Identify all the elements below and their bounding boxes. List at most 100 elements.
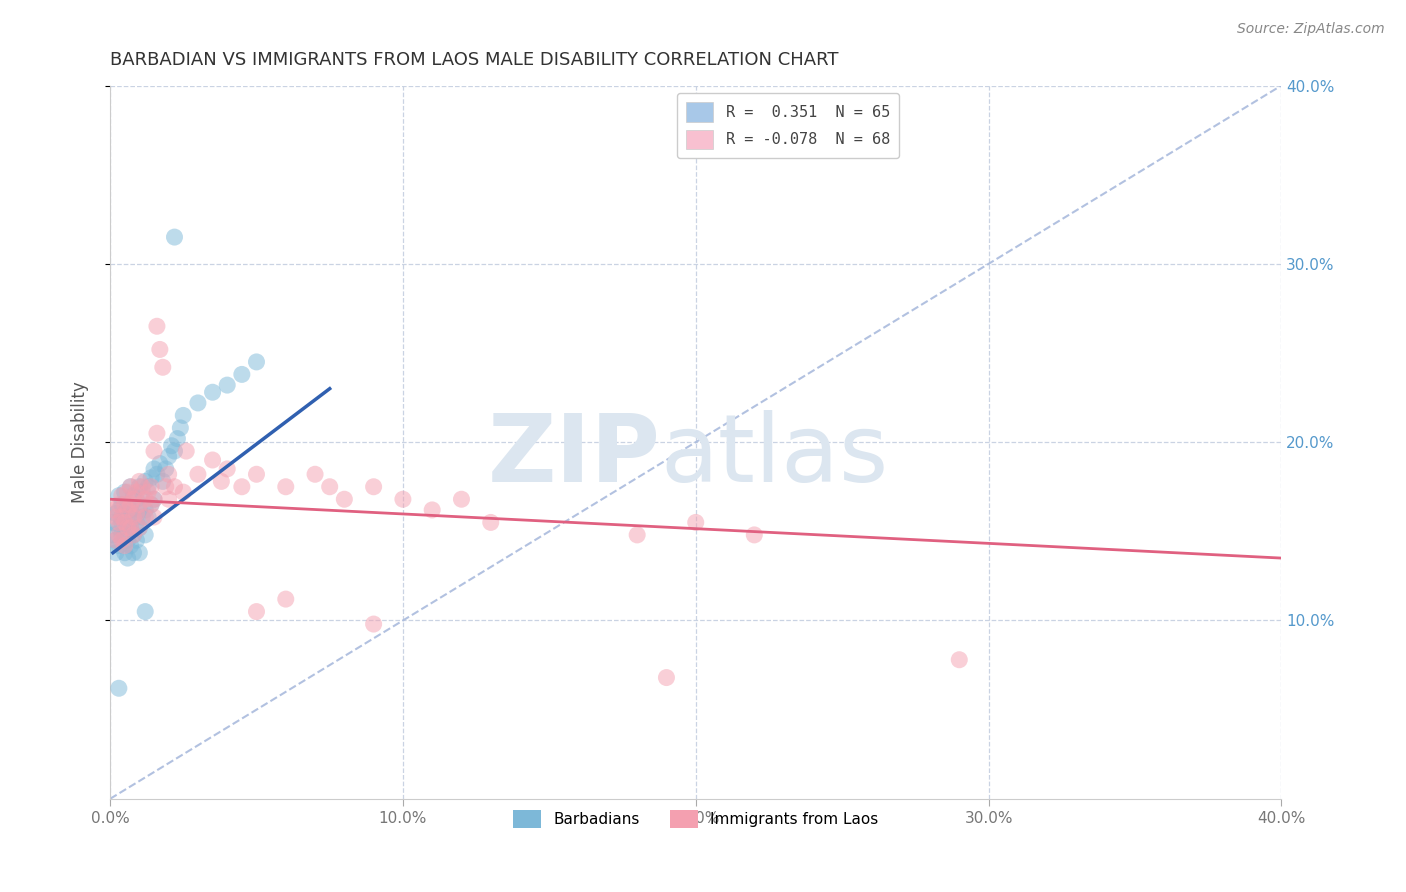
- Point: [209, 475, 232, 489]
- Point: [108, 489, 131, 503]
- Point: [948, 653, 970, 667]
- Point: [128, 521, 150, 535]
- Point: [117, 533, 139, 548]
- Point: [101, 516, 124, 530]
- Y-axis label: Male Disability: Male Disability: [72, 381, 89, 503]
- Point: [111, 498, 134, 512]
- Point: [187, 396, 209, 410]
- Point: [128, 498, 150, 512]
- Point: [122, 528, 145, 542]
- Point: [111, 533, 134, 548]
- Point: [117, 521, 139, 535]
- Point: [143, 444, 166, 458]
- Point: [363, 480, 385, 494]
- Point: [120, 498, 142, 512]
- Point: [108, 681, 131, 696]
- Point: [134, 475, 156, 489]
- Point: [108, 539, 131, 553]
- Point: [231, 368, 253, 382]
- Point: [114, 528, 136, 542]
- Point: [172, 485, 194, 500]
- Point: [318, 480, 340, 494]
- Point: [104, 510, 127, 524]
- Point: [420, 503, 443, 517]
- Point: [187, 467, 209, 482]
- Point: [655, 671, 678, 685]
- Point: [114, 507, 136, 521]
- Point: [163, 480, 186, 494]
- Point: [274, 592, 297, 607]
- Point: [125, 533, 148, 548]
- Point: [108, 498, 131, 512]
- Point: [131, 510, 153, 524]
- Text: atlas: atlas: [661, 410, 889, 502]
- Point: [114, 485, 136, 500]
- Point: [111, 489, 134, 503]
- Point: [120, 480, 142, 494]
- Point: [139, 471, 162, 485]
- Point: [163, 230, 186, 244]
- Point: [134, 528, 156, 542]
- Legend: Barbadians, Immigrants from Laos: Barbadians, Immigrants from Laos: [508, 804, 884, 834]
- Point: [128, 521, 150, 535]
- Point: [245, 605, 267, 619]
- Point: [169, 421, 191, 435]
- Point: [134, 605, 156, 619]
- Point: [104, 533, 127, 548]
- Point: [114, 539, 136, 553]
- Point: [125, 492, 148, 507]
- Point: [392, 492, 415, 507]
- Point: [742, 528, 765, 542]
- Point: [122, 528, 145, 542]
- Point: [134, 492, 156, 507]
- Point: [128, 503, 150, 517]
- Point: [157, 492, 180, 507]
- Point: [114, 498, 136, 512]
- Point: [111, 510, 134, 524]
- Point: [111, 528, 134, 542]
- Point: [139, 498, 162, 512]
- Point: [117, 498, 139, 512]
- Point: [304, 467, 326, 482]
- Point: [149, 343, 172, 357]
- Point: [157, 450, 180, 464]
- Point: [155, 462, 177, 476]
- Point: [172, 409, 194, 423]
- Point: [231, 480, 253, 494]
- Point: [104, 507, 127, 521]
- Point: [120, 503, 142, 517]
- Point: [117, 551, 139, 566]
- Point: [136, 480, 159, 494]
- Point: [685, 516, 707, 530]
- Point: [136, 485, 159, 500]
- Point: [157, 467, 180, 482]
- Point: [120, 480, 142, 494]
- Point: [125, 516, 148, 530]
- Point: [134, 510, 156, 524]
- Point: [152, 475, 174, 489]
- Point: [120, 521, 142, 535]
- Point: [143, 492, 166, 507]
- Point: [128, 546, 150, 560]
- Point: [274, 480, 297, 494]
- Text: ZIP: ZIP: [488, 410, 661, 502]
- Point: [128, 475, 150, 489]
- Point: [108, 516, 131, 530]
- Point: [108, 521, 131, 535]
- Point: [122, 492, 145, 507]
- Point: [117, 516, 139, 530]
- Point: [136, 510, 159, 524]
- Text: Source: ZipAtlas.com: Source: ZipAtlas.com: [1237, 22, 1385, 37]
- Point: [143, 462, 166, 476]
- Point: [122, 546, 145, 560]
- Point: [626, 528, 648, 542]
- Point: [117, 485, 139, 500]
- Point: [146, 426, 169, 441]
- Point: [104, 533, 127, 548]
- Point: [128, 480, 150, 494]
- Point: [155, 480, 177, 494]
- Point: [217, 462, 239, 476]
- Point: [108, 528, 131, 542]
- Point: [108, 503, 131, 517]
- Point: [245, 355, 267, 369]
